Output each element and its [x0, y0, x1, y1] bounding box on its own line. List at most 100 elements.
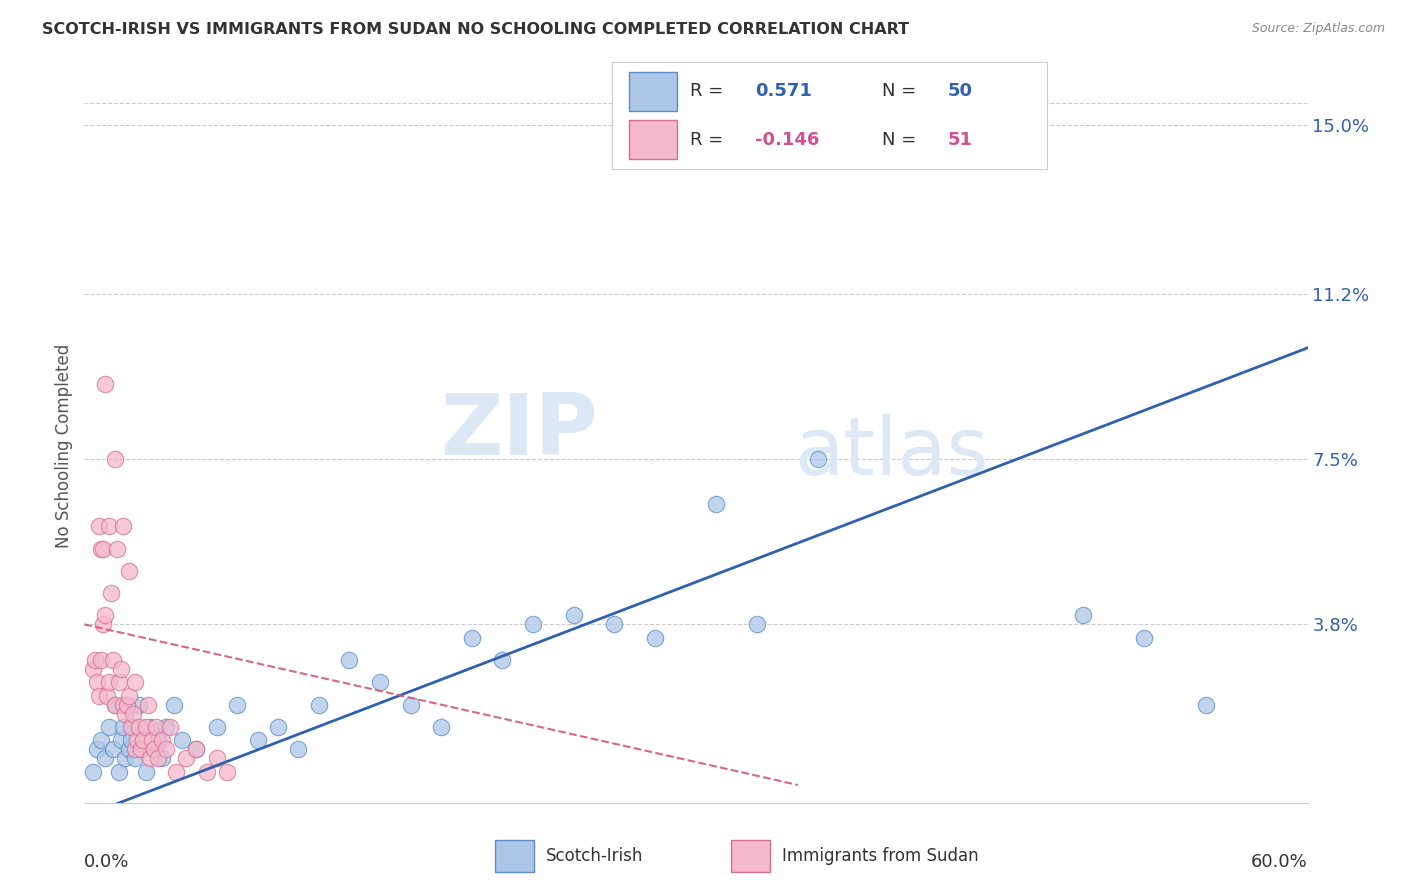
- Point: [120, 720, 142, 734]
- Point: [124, 751, 146, 765]
- Text: 51: 51: [948, 130, 972, 148]
- Point: [108, 764, 131, 779]
- Bar: [628, 72, 678, 111]
- Point: [146, 751, 169, 765]
- Text: Immigrants from Sudan: Immigrants from Sudan: [782, 847, 979, 865]
- Point: [115, 698, 138, 712]
- Point: [112, 698, 135, 712]
- Point: [90, 733, 112, 747]
- Point: [93, 608, 115, 623]
- Point: [142, 742, 165, 756]
- Point: [562, 608, 585, 623]
- Point: [108, 675, 131, 690]
- Point: [644, 631, 666, 645]
- Point: [114, 751, 136, 765]
- Point: [146, 733, 169, 747]
- Text: atlas: atlas: [794, 414, 988, 492]
- Y-axis label: No Schooling Completed: No Schooling Completed: [55, 344, 73, 548]
- Point: [141, 733, 163, 747]
- Text: R =: R =: [690, 82, 723, 100]
- Text: ZIP: ZIP: [440, 390, 598, 474]
- Point: [124, 742, 146, 756]
- Bar: [731, 840, 770, 872]
- Point: [97, 675, 120, 690]
- Point: [100, 586, 122, 600]
- Point: [135, 720, 157, 734]
- Text: 60.0%: 60.0%: [1251, 853, 1308, 871]
- Point: [807, 452, 830, 467]
- Point: [114, 706, 136, 721]
- Point: [118, 564, 141, 578]
- Point: [150, 733, 173, 747]
- Point: [82, 764, 104, 779]
- Point: [118, 689, 141, 703]
- Point: [267, 720, 290, 734]
- Point: [704, 497, 728, 511]
- Point: [112, 519, 135, 533]
- Point: [122, 706, 145, 721]
- Point: [90, 653, 112, 667]
- Text: 50: 50: [948, 82, 972, 100]
- Point: [430, 720, 453, 734]
- Point: [112, 720, 135, 734]
- Point: [93, 376, 115, 391]
- Point: [122, 720, 145, 734]
- Text: 0.571: 0.571: [755, 82, 813, 100]
- Point: [87, 689, 110, 703]
- Point: [115, 698, 138, 712]
- Point: [131, 742, 153, 756]
- Point: [87, 519, 110, 533]
- Point: [155, 742, 177, 756]
- Text: -0.146: -0.146: [755, 130, 820, 148]
- Point: [155, 720, 177, 734]
- Point: [339, 653, 360, 667]
- Point: [138, 720, 160, 734]
- Bar: [495, 840, 534, 872]
- Point: [186, 742, 208, 756]
- Point: [110, 662, 132, 676]
- Point: [91, 541, 114, 556]
- Point: [1133, 631, 1156, 645]
- Point: [150, 751, 173, 765]
- Point: [91, 617, 114, 632]
- Point: [83, 653, 105, 667]
- Point: [205, 720, 228, 734]
- Text: 0.0%: 0.0%: [84, 853, 129, 871]
- Point: [217, 764, 239, 779]
- Point: [86, 742, 108, 756]
- Point: [165, 764, 187, 779]
- Point: [138, 751, 160, 765]
- Point: [90, 541, 112, 556]
- Point: [246, 733, 269, 747]
- Bar: [628, 120, 678, 159]
- Point: [136, 698, 159, 712]
- Text: N =: N =: [882, 82, 917, 100]
- Point: [82, 662, 104, 676]
- Text: R =: R =: [690, 130, 723, 148]
- Point: [97, 720, 120, 734]
- Point: [522, 617, 544, 632]
- Point: [747, 617, 769, 632]
- Point: [461, 631, 484, 645]
- Point: [101, 742, 124, 756]
- Point: [399, 698, 422, 712]
- Point: [97, 519, 120, 533]
- Point: [131, 742, 153, 756]
- Point: [124, 675, 146, 690]
- Point: [287, 742, 309, 756]
- Point: [145, 720, 167, 734]
- Point: [104, 698, 127, 712]
- Point: [1071, 608, 1094, 623]
- Point: [186, 742, 208, 756]
- Point: [195, 764, 218, 779]
- Text: SCOTCH-IRISH VS IMMIGRANTS FROM SUDAN NO SCHOOLING COMPLETED CORRELATION CHART: SCOTCH-IRISH VS IMMIGRANTS FROM SUDAN NO…: [42, 22, 910, 37]
- Point: [110, 733, 132, 747]
- Point: [174, 751, 197, 765]
- Point: [104, 698, 127, 712]
- Point: [163, 698, 186, 712]
- Point: [128, 720, 150, 734]
- Point: [104, 452, 127, 467]
- Point: [142, 742, 165, 756]
- Point: [205, 751, 228, 765]
- Point: [368, 675, 391, 690]
